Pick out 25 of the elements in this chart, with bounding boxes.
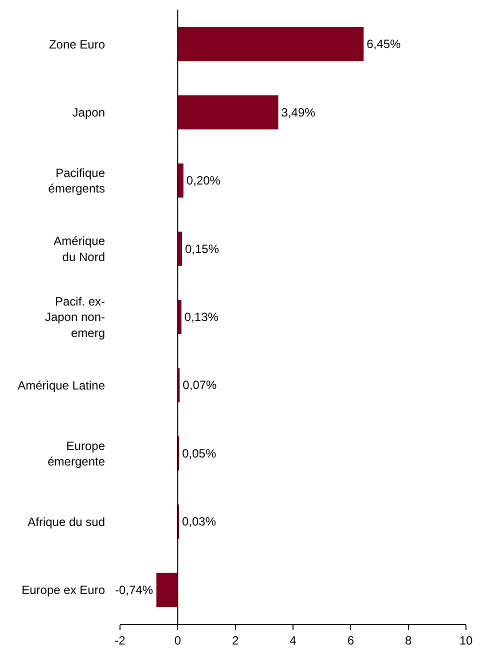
x-tick-label: 8 bbox=[404, 633, 412, 648]
y-tick-label: Amérique du Nord bbox=[54, 234, 106, 264]
x-tick-label: 2 bbox=[232, 633, 239, 648]
y-tick-label: Pacifique émergents bbox=[48, 166, 106, 196]
y-tick-label: Japon bbox=[72, 106, 105, 120]
x-tick-label: 0 bbox=[174, 633, 182, 648]
y-tick-label: Afrique du sud bbox=[28, 514, 105, 529]
y-tick-label: Amérique Latine bbox=[18, 378, 106, 392]
data-label: 0,03% bbox=[182, 514, 216, 529]
data-label: -0,74% bbox=[114, 582, 154, 597]
x-tick-label: 4 bbox=[290, 633, 297, 648]
data-label: 3,49% bbox=[281, 105, 316, 120]
data-label: 0,05% bbox=[182, 446, 216, 460]
data-label: 0,13% bbox=[184, 310, 219, 324]
data-label: 0,07% bbox=[182, 378, 218, 392]
x-tick-label: 6 bbox=[347, 633, 354, 648]
y-tick-label: Europe émergente bbox=[48, 438, 106, 468]
y-tick-label: Zone Euro bbox=[48, 37, 106, 52]
x-tick-label: -2 bbox=[114, 633, 126, 648]
x-tick-label: 10 bbox=[459, 633, 473, 648]
data-label: 6,45% bbox=[366, 37, 401, 52]
data-label: 0,20% bbox=[186, 174, 221, 188]
y-tick-label: Pacif. ex- Japon non- emerg bbox=[44, 294, 106, 340]
y-tick-label: Europe ex Euro bbox=[22, 583, 106, 598]
data-label: 0,15% bbox=[184, 242, 220, 256]
